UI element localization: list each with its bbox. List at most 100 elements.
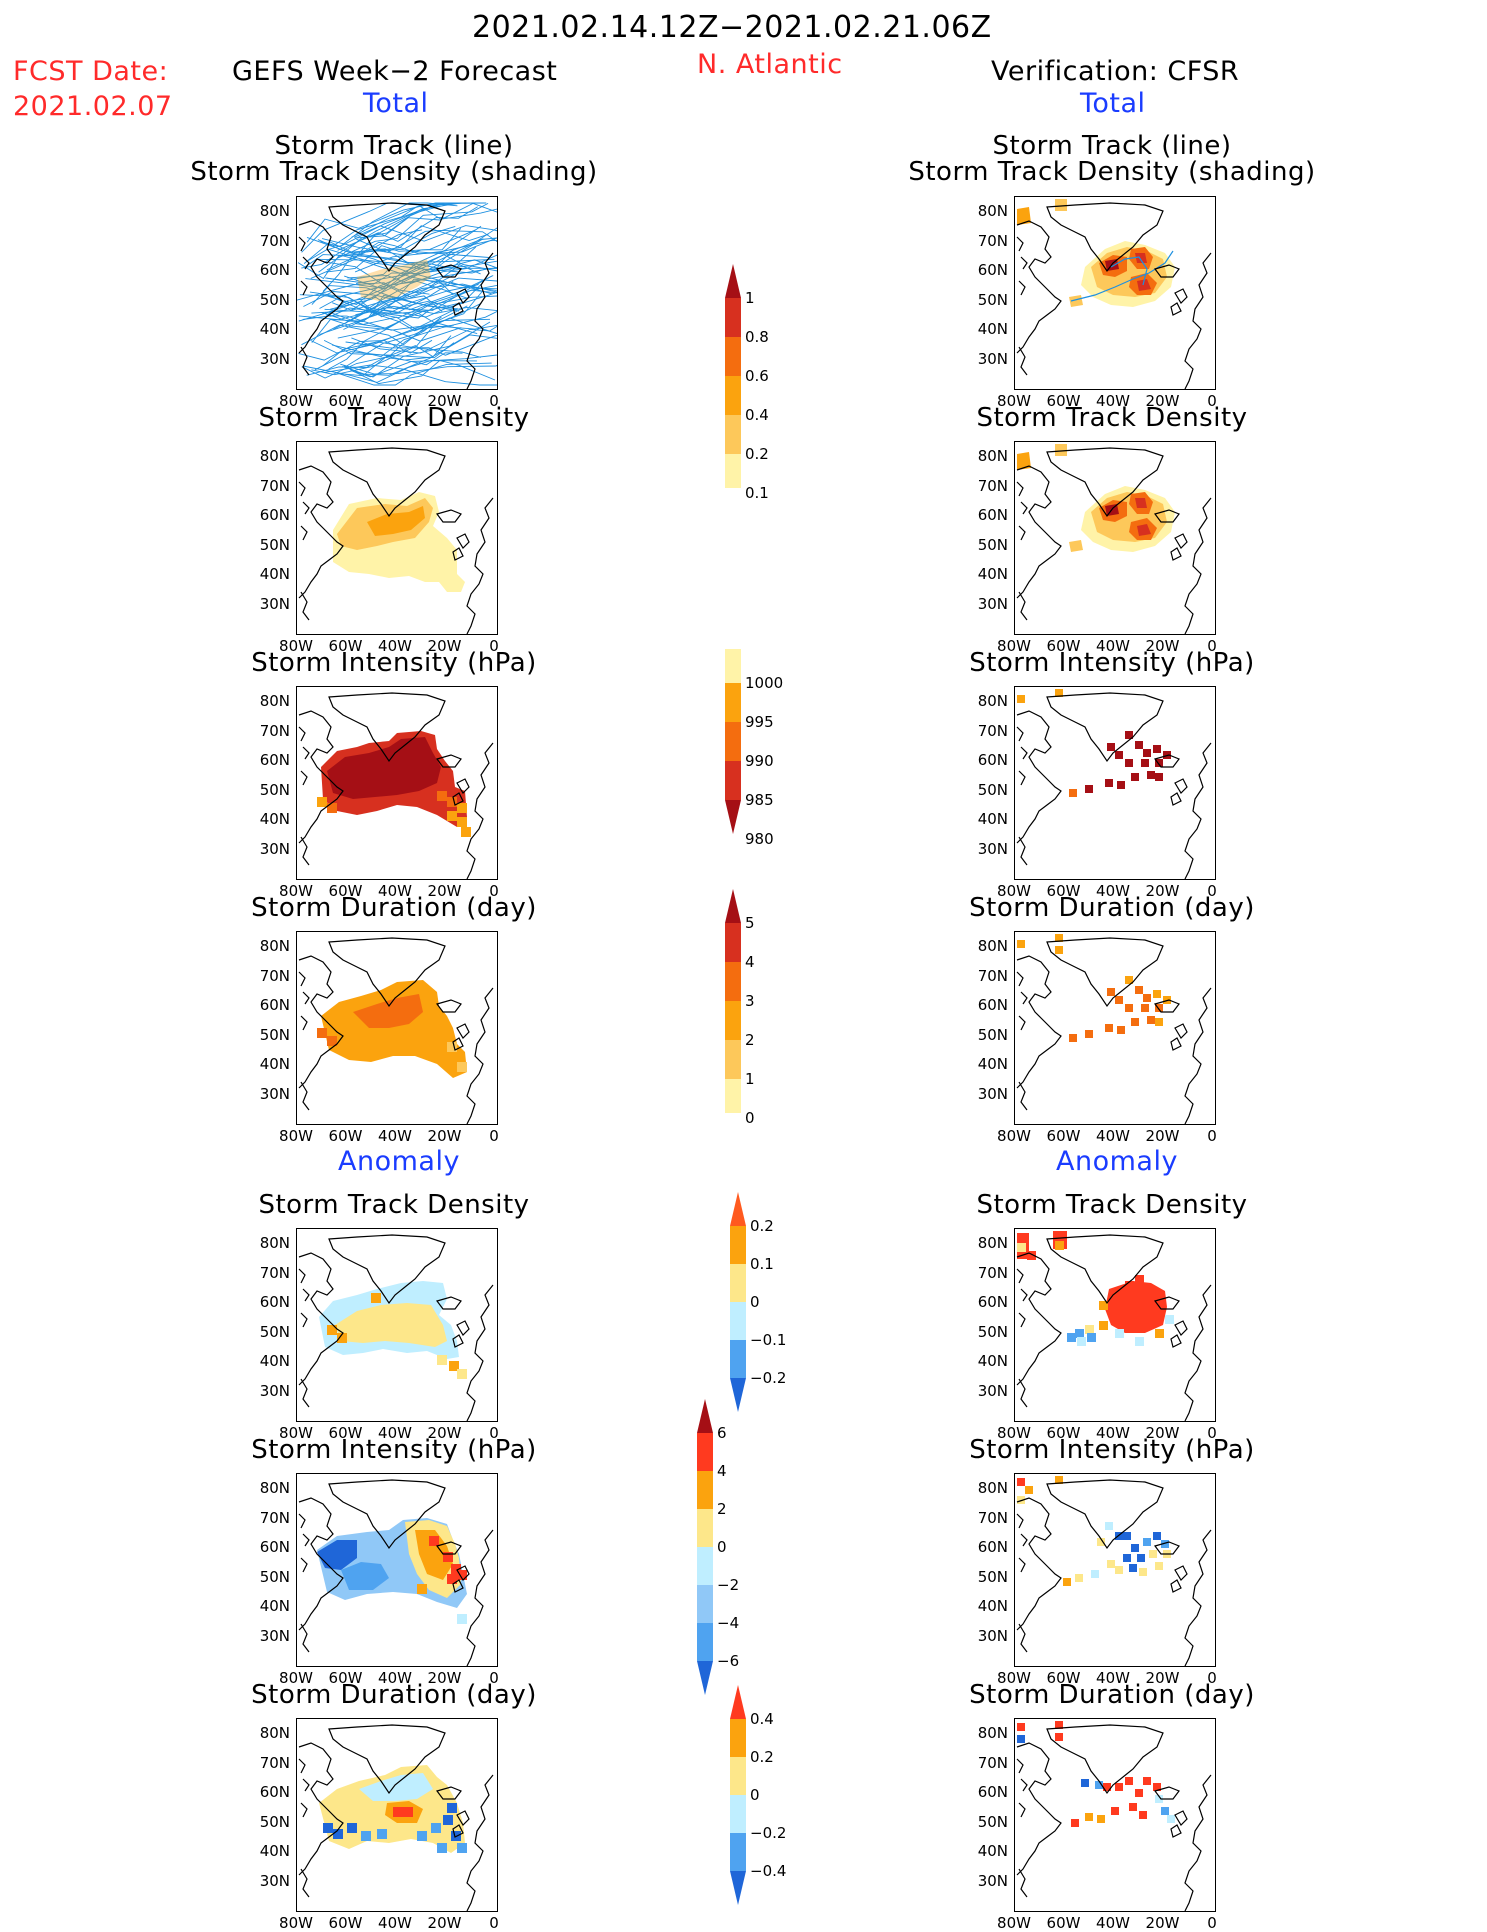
- shade-cell: [1117, 1026, 1125, 1034]
- shade-cell: [1105, 1024, 1113, 1032]
- colorbar-swatch: [697, 1547, 713, 1585]
- lat-tick-label: 40N: [259, 1597, 290, 1615]
- map-right-density: [1014, 441, 1216, 635]
- coastline: [300, 591, 310, 621]
- panel-title-density-right: Storm Track Density: [976, 403, 1248, 433]
- lat-tick-label: 80N: [977, 937, 1008, 955]
- shade-cell: [1167, 1815, 1175, 1823]
- shade-cell: [1125, 976, 1133, 984]
- colorbar-intensity-anom-bar: [697, 1399, 713, 1695]
- shade-cell: [337, 1333, 347, 1343]
- colorbar-swatch: [730, 1685, 746, 1719]
- storm-track-line: [356, 229, 497, 253]
- colorbar-density-total-bar: [725, 264, 741, 488]
- shade-cell: [457, 1614, 467, 1624]
- panel-title-anom-density-left: Storm Track Density: [258, 1190, 530, 1220]
- coastline: [298, 1497, 344, 1631]
- lat-tick-label: 70N: [259, 476, 290, 495]
- coastline: [452, 533, 470, 561]
- coastline: [1184, 1774, 1212, 1911]
- right-column-title: Verification: CFSR: [991, 56, 1240, 87]
- coastline: [466, 1774, 494, 1911]
- shade-area: [357, 259, 431, 301]
- shade-cell: [447, 811, 457, 821]
- shade-cell: [1055, 946, 1063, 954]
- lon-tick-label: 60W: [328, 1669, 363, 1687]
- colorbar-label: 6: [717, 1424, 727, 1442]
- colorbar-swatch: [725, 649, 741, 683]
- colorbar-label: 0: [745, 1109, 755, 1127]
- panel-title-intensity-left: Storm Intensity (hPa): [251, 648, 537, 678]
- coastline: [298, 1758, 310, 1818]
- lon-tick-label: 80W: [997, 1669, 1031, 1687]
- shade-area: [327, 737, 441, 799]
- map-right-density-map: [1016, 444, 1212, 634]
- storm-track-line: [351, 205, 497, 238]
- map-left-track-map: [297, 202, 497, 389]
- storm-track-line: [319, 294, 459, 335]
- lat-tick-label: 70N: [259, 1508, 290, 1527]
- lon-tick-label: 20W: [1145, 1424, 1180, 1442]
- shade-cell: [1085, 1030, 1093, 1038]
- map-left-anom-intensity-map: [298, 1479, 494, 1666]
- lon-tick-label: 20W: [1145, 637, 1180, 655]
- colorbar-label: 0.6: [745, 367, 769, 385]
- coastline: [1018, 591, 1028, 621]
- colorbar-label: 0.2: [750, 1217, 774, 1235]
- shade-cell: [1077, 1337, 1086, 1346]
- lat-tick-label: 30N: [977, 349, 1008, 368]
- colorbar-intensity-total-bar: [725, 649, 741, 834]
- coastline: [1153, 264, 1180, 278]
- map-left-anom-density: [296, 1228, 498, 1422]
- storm-track-line: [324, 284, 497, 319]
- lat-tick-label: 70N: [259, 231, 290, 250]
- lat-tick-label: 60N: [977, 506, 1008, 524]
- coastline: [328, 202, 446, 273]
- panel-title-duration-right: Storm Duration (day): [969, 893, 1255, 923]
- coastline: [466, 742, 494, 879]
- shade-area: [1135, 253, 1147, 263]
- shade-cell: [1143, 994, 1151, 1002]
- storm-track-line: [305, 260, 497, 289]
- colorbar-swatch: [725, 1079, 741, 1113]
- shade-cell: [1129, 1803, 1137, 1811]
- lon-tick-label: 0: [1207, 882, 1217, 900]
- lat-tick-label: 50N: [259, 535, 290, 554]
- shade-cell: [1115, 1329, 1124, 1338]
- shade-cell: [1135, 741, 1143, 749]
- storm-track-line: [321, 228, 462, 256]
- shade-cell: [1027, 1251, 1036, 1260]
- shade-cell: [1069, 1034, 1077, 1042]
- storm-track-line: [354, 202, 497, 239]
- shade-area: [359, 1773, 433, 1801]
- panel-title-track-line-right: Storm Track (line): [992, 131, 1232, 161]
- coastline: [1046, 692, 1164, 763]
- coastline: [1184, 1529, 1212, 1666]
- shade-cell: [371, 1293, 381, 1303]
- coastline: [1018, 1868, 1028, 1898]
- shade-cell: [1017, 1496, 1025, 1504]
- map-left-anom-density-map: [298, 1234, 494, 1421]
- storm-track-line: [332, 202, 487, 247]
- lon-tick-label: 80W: [279, 1127, 313, 1145]
- coastline: [1153, 754, 1180, 768]
- colorbar-label: 4: [745, 953, 755, 971]
- shade-cell: [1141, 1004, 1149, 1012]
- left-column-title: GEFS Week−2 Forecast: [232, 56, 558, 87]
- lon-tick-label: 80W: [279, 637, 313, 655]
- coastline: [435, 999, 462, 1013]
- lat-tick-label: 80N: [977, 692, 1008, 710]
- coastline: [328, 1724, 446, 1795]
- shade-cell: [437, 1355, 447, 1365]
- lat-tick-label: 40N: [977, 565, 1008, 583]
- coastline: [1184, 742, 1212, 879]
- lat-tick-label: 70N: [977, 1263, 1008, 1282]
- coastline: [1184, 252, 1212, 389]
- lat-tick-label: 70N: [259, 721, 290, 740]
- colorbar-label: 1000: [745, 674, 784, 692]
- colorbar-label: −2: [717, 1576, 740, 1594]
- coastline: [1153, 1786, 1180, 1800]
- shade-cell: [1131, 1018, 1139, 1026]
- coastline: [1170, 1810, 1188, 1838]
- lat-tick-label: 80N: [259, 937, 290, 955]
